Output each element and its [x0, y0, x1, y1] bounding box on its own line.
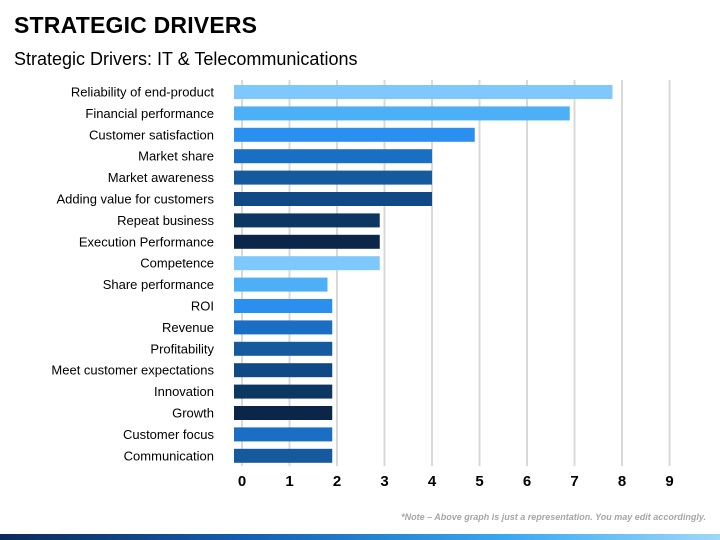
- category-label: Innovation: [154, 384, 214, 399]
- bar: [234, 170, 432, 185]
- x-tick-label: 2: [333, 473, 341, 490]
- x-tick-label: 9: [665, 473, 673, 490]
- bar: [234, 427, 333, 442]
- category-label: ROI: [191, 299, 214, 314]
- category-label: Profitability: [150, 341, 214, 356]
- footnote: *Note – Above graph is just a representa…: [401, 512, 706, 522]
- bar: [234, 384, 333, 399]
- category-label: Communication: [124, 448, 214, 463]
- category-label: Execution Performance: [79, 234, 214, 249]
- category-label: Competence: [140, 256, 214, 271]
- x-tick-label: 4: [428, 473, 437, 490]
- footer-gradient-bar: [0, 534, 720, 540]
- x-tick-label: 1: [285, 473, 293, 490]
- category-label: Share performance: [103, 277, 214, 292]
- bar: [234, 106, 570, 121]
- x-tick-label: 3: [380, 473, 388, 490]
- category-label: Customer satisfaction: [89, 127, 214, 142]
- x-tick-label: 5: [475, 473, 483, 490]
- x-tick-label: 0: [238, 473, 246, 490]
- bar: [234, 277, 328, 292]
- slide-subtitle: Strategic Drivers: IT & Telecommunicatio…: [14, 49, 358, 69]
- category-label: Repeat business: [117, 213, 214, 228]
- category-label: Meet customer expectations: [51, 363, 214, 378]
- x-tick-label: 7: [570, 473, 578, 490]
- x-tick-label: 8: [618, 473, 626, 490]
- x-tick-label: 6: [523, 473, 531, 490]
- category-label: Financial performance: [85, 106, 214, 121]
- bar: [234, 127, 475, 142]
- bar: [234, 149, 432, 164]
- category-label: Growth: [172, 406, 214, 421]
- bar: [234, 406, 333, 420]
- category-label: Adding value for customers: [56, 192, 214, 207]
- bar: [234, 341, 333, 356]
- bar: [234, 299, 333, 313]
- bar: [234, 85, 613, 99]
- bar: [234, 363, 333, 378]
- bar: [234, 256, 380, 271]
- category-label: Market awareness: [108, 170, 215, 185]
- slide-title: STRATEGIC DRIVERS: [14, 12, 258, 38]
- category-label: Reliability of end-product: [71, 85, 214, 100]
- category-label: Revenue: [162, 320, 214, 335]
- bar: [234, 448, 333, 463]
- bar: [234, 234, 380, 249]
- bar: [234, 192, 432, 206]
- bar: [234, 213, 380, 228]
- category-label: Customer focus: [123, 427, 215, 442]
- category-label: Market share: [138, 149, 214, 164]
- bar: [234, 320, 333, 335]
